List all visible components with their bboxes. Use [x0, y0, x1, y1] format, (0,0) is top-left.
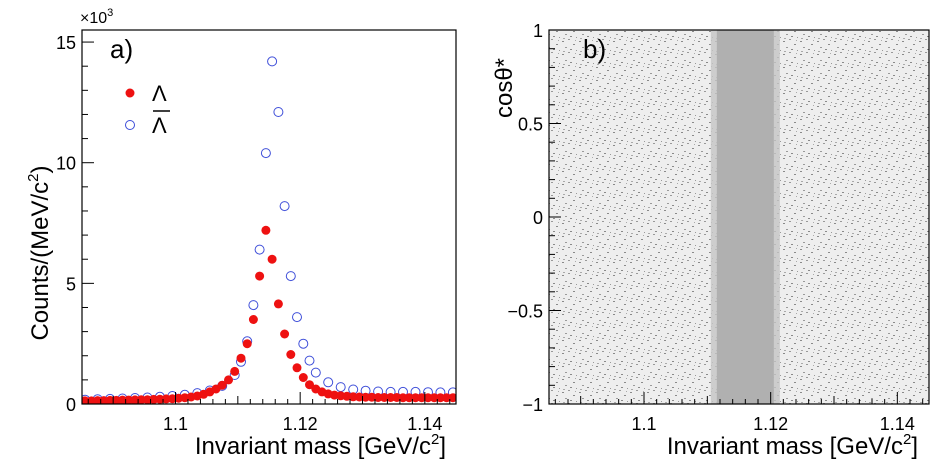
lambda-point: [411, 393, 420, 403]
lambda-point: [224, 375, 233, 385]
x-tick-label-b: 1.1: [631, 414, 656, 434]
lambda-point: [261, 225, 271, 235]
panel-a-ylabel: Counts/(MeV/c2): [25, 165, 54, 340]
antilambda-point: [273, 107, 284, 117]
lambda-point: [236, 353, 246, 363]
y-tick-label-b: 1: [533, 21, 543, 41]
xlabel-a-main: Invariant mass [GeV/c: [195, 433, 431, 460]
panel-b-ticks: 1.1 1.12 1.14 −1 −0.5 0 0.5 1: [507, 21, 924, 434]
legend-lambda-label: Λ: [152, 81, 167, 106]
lambda-point: [429, 393, 439, 403]
lambda-point: [379, 393, 389, 402]
xlabel-a-close: ]: [439, 433, 446, 460]
lambda-point: [248, 315, 258, 324]
lambda-point: [298, 373, 308, 382]
xlabel-b-sup: 2: [903, 431, 911, 448]
y-tick-label-a: 5: [66, 274, 76, 294]
antilambda-point: [285, 271, 296, 282]
lambda-point: [280, 329, 290, 339]
panel-a-ticks: 1.1 1.12 1.14 0 5 10 15: [56, 33, 451, 434]
lambda-point: [361, 392, 371, 402]
x-tick-label-a: 1.14: [407, 414, 442, 434]
panel-a-frame: [81, 29, 457, 405]
lambda-point: [292, 363, 302, 373]
ylabel-a-close: ): [27, 165, 54, 173]
antilambda-point: [292, 312, 302, 323]
antilambda-point: [248, 300, 259, 311]
legend-antilambda-marker: [125, 120, 135, 130]
antilambda-point: [260, 148, 271, 159]
ylabel-a-main: Counts/(MeV/c: [27, 182, 54, 341]
lambda-point: [255, 271, 265, 281]
antilambda-point: [254, 244, 265, 255]
panel-a: 1.1 1.12 1.14 0 5 10 15 a) ×103 Invariant mass…: [25, 7, 457, 460]
panel-a-multiplier: ×103: [80, 7, 113, 27]
lambda-point: [242, 339, 252, 349]
peak-band-inner: [716, 30, 774, 404]
ylabel-a-sup: 2: [25, 173, 42, 181]
antilambda-point: [335, 382, 346, 393]
antilambda-point: [304, 355, 315, 366]
lambda-point: [417, 393, 427, 403]
lambda-point: [448, 393, 456, 403]
lambda-point: [273, 299, 283, 309]
x-tick-label-a: 1.12: [283, 414, 318, 434]
lambda-point: [423, 393, 433, 403]
xlabel-b-close: ]: [911, 433, 918, 460]
antilambda-point: [323, 377, 334, 388]
lambda-point: [286, 350, 296, 359]
x-tick-label-a: 1.1: [163, 414, 188, 434]
legend-antilambda-label: Λ: [152, 113, 167, 138]
lambda-point: [386, 393, 396, 402]
y-tick-label-b: 0.5: [518, 115, 543, 135]
xlabel-a-sup: 2: [431, 431, 439, 448]
antilambda-point: [310, 367, 321, 378]
y-tick-label-a: 10: [56, 154, 76, 174]
panel-a-label: a): [110, 34, 133, 64]
lambda-point: [217, 380, 227, 390]
antilambda-point: [267, 56, 278, 67]
multiplier-base: ×10: [80, 10, 107, 27]
x-tick-label-b: 1.12: [753, 414, 788, 434]
lambda-point: [142, 395, 152, 404]
antilambda-point: [279, 201, 290, 212]
y-tick-label-a: 15: [56, 33, 76, 53]
panel-a-markers: [82, 56, 456, 404]
lambda-point: [373, 393, 383, 402]
legend-lambda-marker: [125, 88, 135, 98]
y-tick-label-b: −1: [522, 395, 543, 415]
lambda-point: [404, 393, 414, 403]
panel-b-ylabel: cosθ*: [491, 58, 518, 118]
y-tick-label-b: 0: [533, 208, 543, 228]
panel-b: 1.1 1.12 1.14 −1 −0.5 0 0.5 1 b) Invariant mass…: [491, 21, 930, 460]
lambda-point: [442, 393, 452, 403]
antilambda-point: [298, 338, 309, 349]
panel-b-frame: [548, 29, 930, 405]
lambda-point: [230, 366, 240, 376]
panel-b-xlabel: Invariant mass [GeV/c2]: [667, 431, 918, 460]
panel-a-xlabel: Invariant mass [GeV/c2]: [195, 431, 446, 460]
lambda-point: [267, 254, 277, 264]
lambda-point: [398, 393, 408, 403]
panel-b-label: b): [583, 34, 606, 64]
lambda-point: [305, 380, 314, 390]
y-tick-label-b: −0.5: [507, 302, 543, 322]
xlabel-b-main: Invariant mass [GeV/c: [667, 433, 903, 460]
x-tick-label-b: 1.14: [880, 414, 915, 434]
lambda-point: [435, 393, 445, 403]
multiplier-exp: 3: [107, 7, 113, 19]
legend: Λ Λ: [125, 81, 170, 138]
y-tick-label-a: 0: [66, 395, 76, 415]
